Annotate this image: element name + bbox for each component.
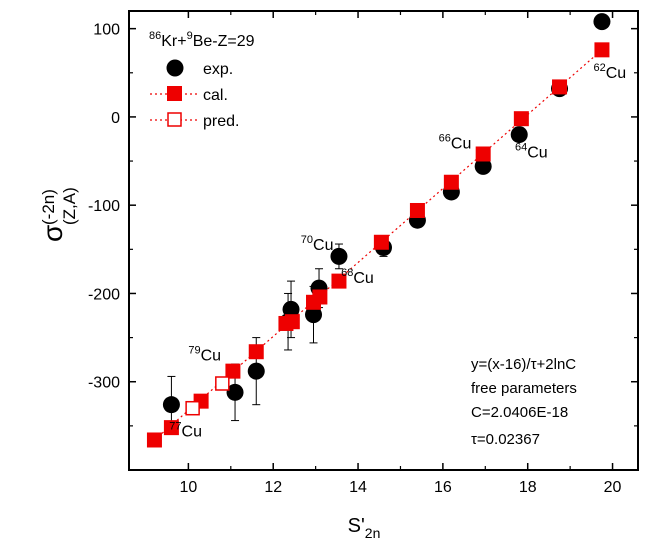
x-tick-label: 10 xyxy=(179,479,197,496)
x-tick-label: 18 xyxy=(519,479,537,496)
svg-text:(Z,A): (Z,A) xyxy=(60,187,79,225)
annotation-cu-70: 70Cu xyxy=(301,234,334,254)
annotation-cu-77: 77Cu xyxy=(169,420,202,440)
axis-ticks: 10 12 14 16 18 20 100 0 -100 -200 -300 xyxy=(88,11,638,496)
data-point-cal xyxy=(146,432,162,448)
x-axis-title: S'2n xyxy=(348,515,381,539)
y-tick-label: -300 xyxy=(88,375,120,392)
data-point-cal xyxy=(513,111,529,127)
data-point-cal xyxy=(475,146,491,162)
annotation-cu-68: 68Cu xyxy=(341,267,374,287)
data-point-cal xyxy=(163,420,179,436)
y-axis-title-sub: (Z,A) xyxy=(60,187,79,225)
data-point-exp xyxy=(247,362,265,380)
data-point-cal xyxy=(312,289,328,305)
data-point-cal xyxy=(409,202,425,218)
data-point-pred xyxy=(185,400,200,416)
system-label: 86Kr+9Be-Z=29 xyxy=(149,30,255,50)
data-point-exp xyxy=(162,396,180,414)
legend-marker-exp xyxy=(166,59,184,77)
annotation-cu-66: 66Cu xyxy=(439,133,472,153)
formula-line-2: free parameters xyxy=(471,380,577,397)
legend: exp. cal. pred. xyxy=(150,59,239,130)
y-tick-label: 0 xyxy=(111,110,120,127)
data-point-exp xyxy=(510,126,528,144)
data-point-cal xyxy=(594,42,610,58)
legend-marker-cal xyxy=(167,86,182,101)
data-point-exp xyxy=(226,383,244,401)
annotation-cu-62: 62Cu xyxy=(593,62,626,82)
data-point-cal xyxy=(331,273,347,289)
svg-text:(-2n): (-2n) xyxy=(39,189,58,225)
formula-line-1: y=(x-16)/τ+2lnC xyxy=(471,356,576,373)
plot-frame xyxy=(128,10,639,471)
annotation-cu-79: 79Cu xyxy=(188,345,221,365)
annotation-cu-64: 64Cu xyxy=(515,142,548,162)
data-point-exp xyxy=(282,300,300,318)
x-tick-label: 12 xyxy=(264,479,282,496)
x-tick-label: 20 xyxy=(604,479,622,496)
formula-line-4: τ=0.02367 xyxy=(471,431,540,448)
y-tick-label: -100 xyxy=(88,198,120,215)
data-point-cal xyxy=(225,363,241,379)
y-tick-label: 100 xyxy=(93,22,120,39)
x-tick-label: 16 xyxy=(434,479,452,496)
data-point-pred xyxy=(215,376,230,391)
data-point-cal xyxy=(373,234,389,250)
y-axis-title: σ (-2n) (Z,A) xyxy=(37,187,79,242)
data-point-exp xyxy=(474,157,492,175)
data-point-exp xyxy=(330,247,348,265)
y-axis-title-sup: (-2n) xyxy=(39,189,58,225)
data-point-exp xyxy=(593,13,611,31)
legend-label-pred: pred. xyxy=(203,113,239,130)
data-point-cal xyxy=(248,344,264,360)
data-point-cal xyxy=(443,174,459,190)
formula-line-3: C=2.0406E-18 xyxy=(471,404,568,421)
data-points-group xyxy=(146,13,611,448)
y-tick-label: -200 xyxy=(88,286,120,303)
legend-label-exp: exp. xyxy=(203,61,233,78)
legend-marker-pred xyxy=(167,112,182,127)
y-axis-title-main: σ xyxy=(37,225,68,242)
nuclide-annotations: 62Cu 64Cu 66Cu 68Cu 70Cu 77Cu 79Cu xyxy=(169,62,626,440)
x-tick-label: 14 xyxy=(349,479,367,496)
legend-label-cal: cal. xyxy=(203,87,228,104)
data-point-cal xyxy=(552,79,568,95)
data-point-cal xyxy=(284,314,300,330)
svg-text:σ: σ xyxy=(37,225,68,242)
data-point-exp xyxy=(305,306,323,324)
formula-box: y=(x-16)/τ+2lnC free parameters C=2.0406… xyxy=(471,356,577,448)
